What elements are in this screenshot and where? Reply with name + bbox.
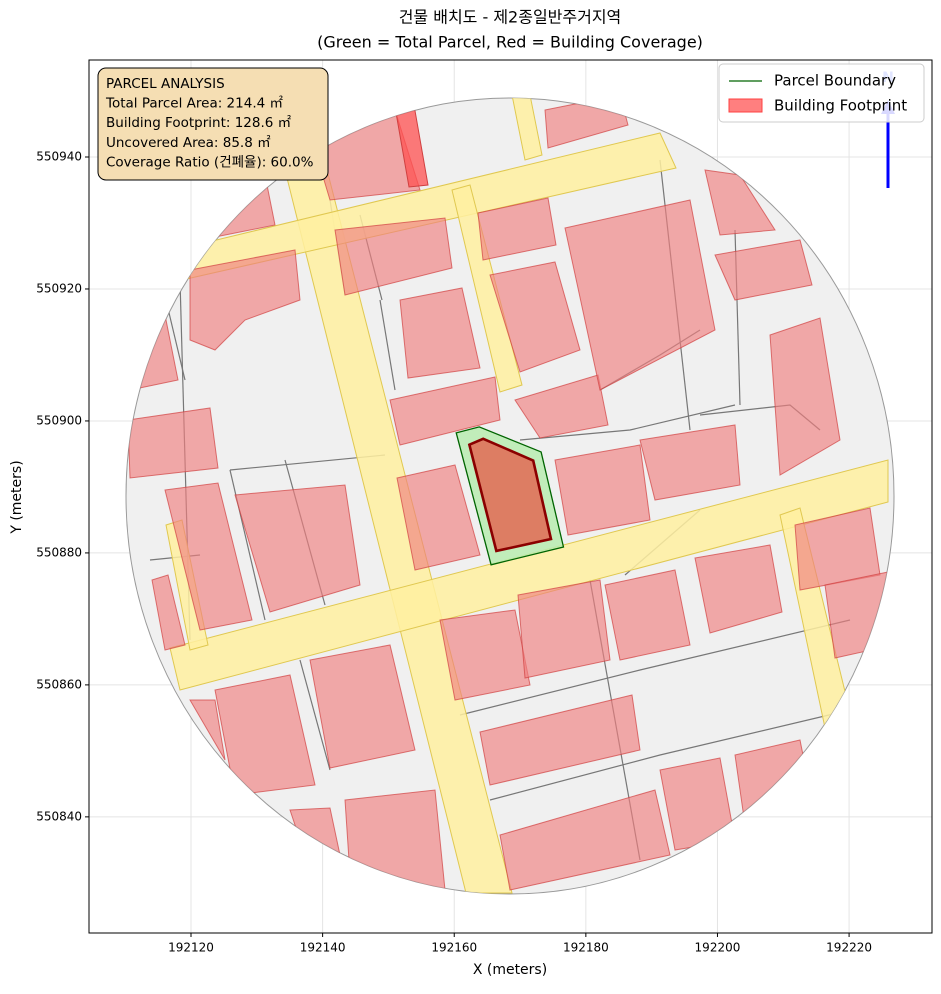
context-building xyxy=(714,239,813,301)
context-building xyxy=(214,674,316,796)
context-building xyxy=(344,789,446,891)
building-polygon xyxy=(467,437,553,553)
annotation: PARCEL ANALYSIS Total Parcel Area: 214.4 … xyxy=(97,67,329,181)
parcel-line xyxy=(379,299,396,391)
context-building xyxy=(127,407,219,479)
x-tick-label: 192200 xyxy=(695,941,741,955)
x-axis-label: X (meters) xyxy=(473,962,547,978)
context-building xyxy=(734,739,811,826)
legend-patch xyxy=(728,98,763,113)
y-tick-label: 550940 xyxy=(36,150,82,164)
parcel-line xyxy=(489,709,851,801)
legend-label: Parcel Boundary xyxy=(774,72,896,90)
context-building xyxy=(694,544,783,634)
x-tick-label: 192120 xyxy=(168,941,214,955)
road xyxy=(169,459,889,691)
x-tick-label: 192140 xyxy=(300,941,346,955)
context-building xyxy=(517,579,611,679)
y-tick-label: 550900 xyxy=(36,413,82,427)
context-shapes xyxy=(127,98,889,894)
context-building xyxy=(389,376,501,446)
context-building xyxy=(477,197,557,261)
context-building xyxy=(334,217,453,296)
y-axis-label: Y (meters) xyxy=(9,460,25,534)
context-building xyxy=(479,694,641,786)
plot-frame xyxy=(88,59,933,934)
parcel-line xyxy=(519,404,736,441)
annotation-line: Building Footprint: 128.6 ㎡ xyxy=(106,115,292,131)
x-tick-label: 192160 xyxy=(431,941,477,955)
context-building xyxy=(309,644,416,769)
legend-box xyxy=(718,63,925,123)
context-building xyxy=(704,169,776,236)
context-building xyxy=(639,424,741,501)
annotation-line: Total Parcel Area: 214.4 ㎡ xyxy=(105,96,283,112)
context-building xyxy=(514,374,609,439)
y-tick-label: 550860 xyxy=(36,677,82,691)
context-building xyxy=(396,464,481,571)
context-building xyxy=(189,249,301,351)
context-building xyxy=(189,699,226,761)
context-building xyxy=(164,482,253,631)
context-building xyxy=(234,484,361,613)
annotation-line: Uncovered Area: 85.8 ㎡ xyxy=(106,135,271,151)
context-building xyxy=(564,199,716,391)
legend-label: Building Footprint xyxy=(774,97,907,115)
road xyxy=(511,98,543,161)
context-building xyxy=(554,444,651,536)
annotation-line: PARCEL ANALYSIS xyxy=(106,76,225,92)
context-building xyxy=(499,789,671,891)
context-building xyxy=(399,287,481,379)
context-building xyxy=(824,571,889,659)
context-building xyxy=(151,574,186,651)
context-building xyxy=(489,261,581,373)
parcel-line xyxy=(299,659,331,771)
data-layer xyxy=(455,426,565,566)
y-tick-label: 550920 xyxy=(36,281,82,295)
axes: 192120 192140 192160 192180 192200 192220 5508… xyxy=(36,150,872,955)
context-building xyxy=(604,569,691,661)
context-building xyxy=(769,317,841,476)
annotation-line: Coverage Ratio (건폐율): 60.0% xyxy=(106,154,314,170)
chart-title: 건물 배치도 - 제2종일반주거지역 xyxy=(399,8,622,27)
x-tick-label: 192220 xyxy=(826,941,872,955)
chart-subtitle: (Green = Total Parcel, Red = Building Co… xyxy=(317,33,703,52)
x-tick-label: 192180 xyxy=(563,941,609,955)
y-tick-label: 550880 xyxy=(36,545,82,559)
parcel-line xyxy=(459,619,851,716)
legend: Parcel Boundary Building Footprint xyxy=(718,63,925,123)
annotation-box xyxy=(97,67,329,181)
y-tick-label: 550840 xyxy=(36,809,82,823)
context-building xyxy=(439,609,531,701)
road xyxy=(451,184,523,393)
